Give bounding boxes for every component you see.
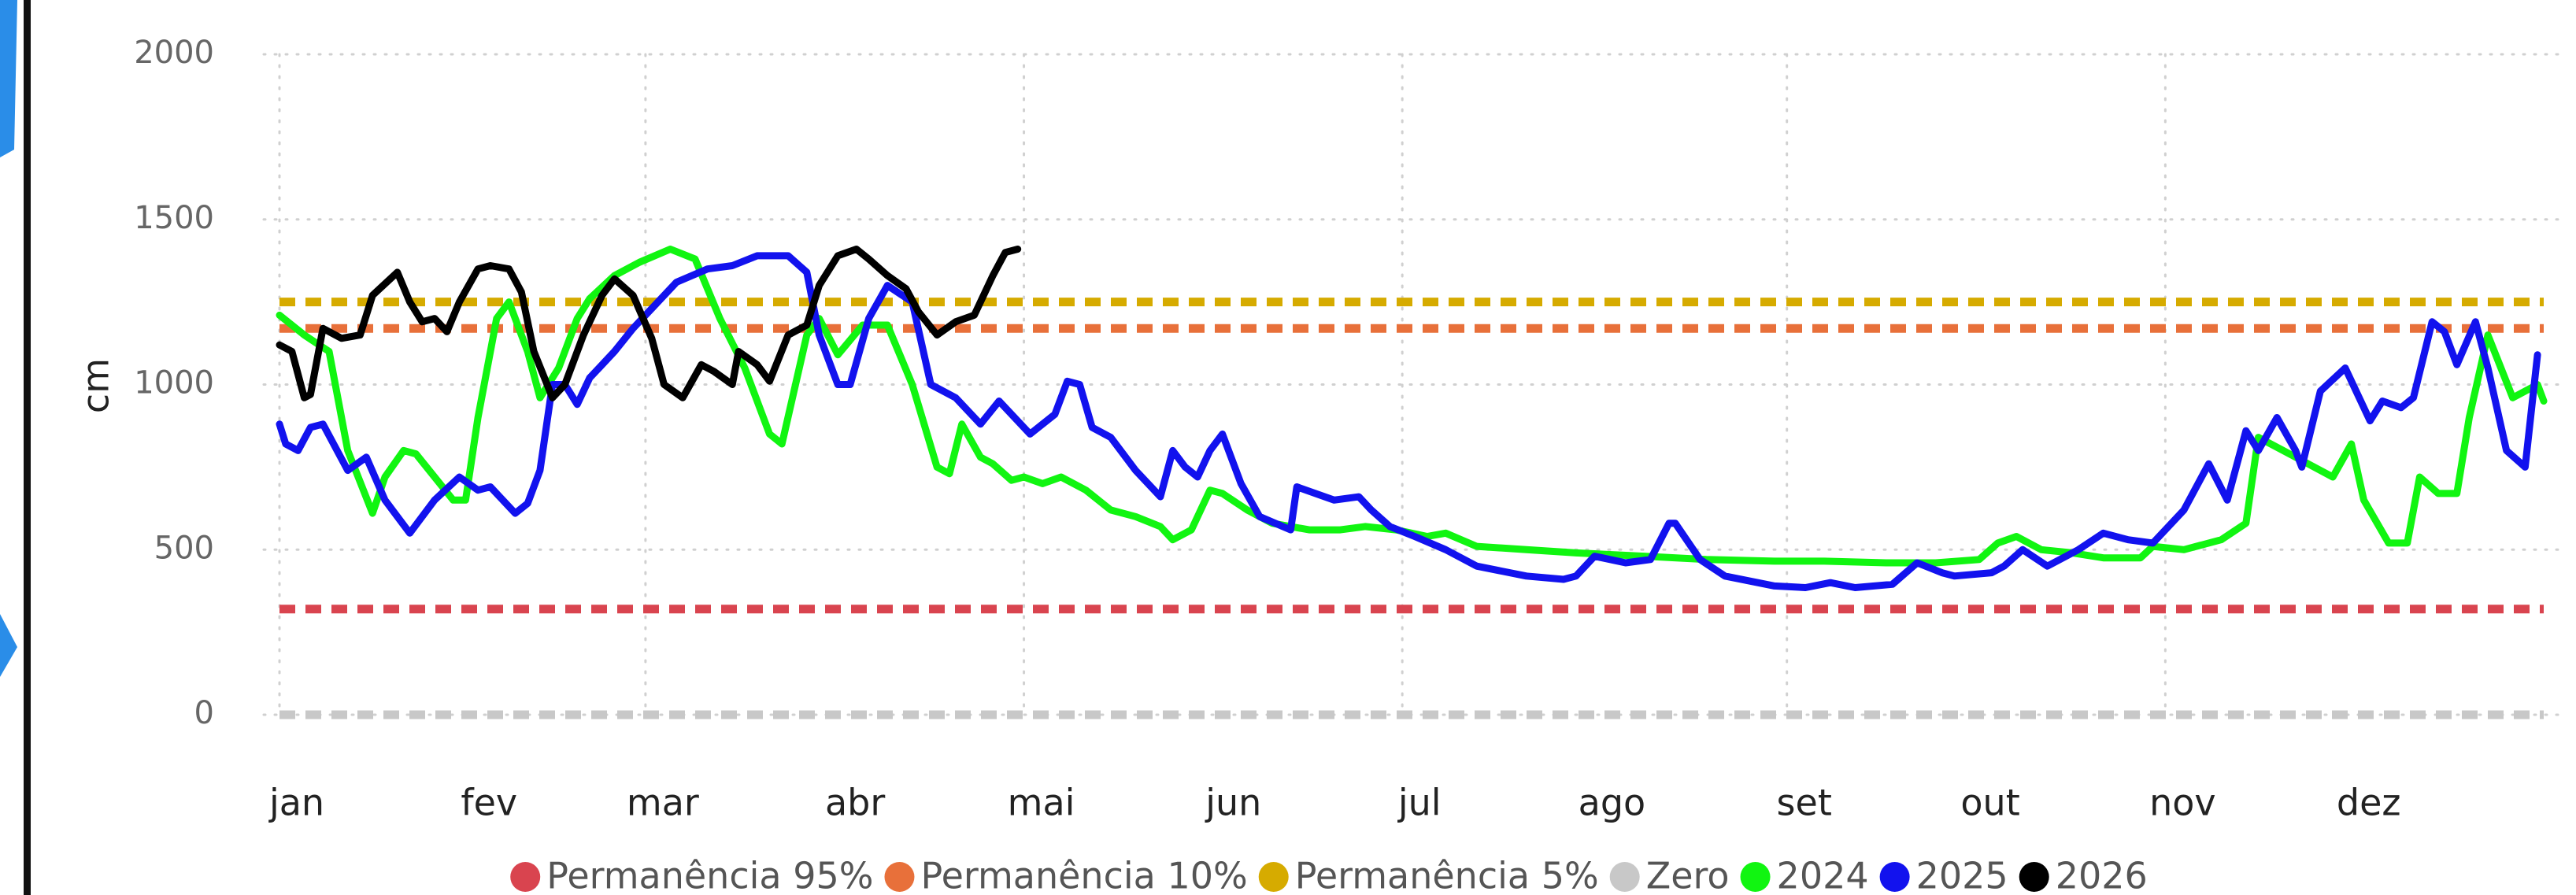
y-tick-label: 500 bbox=[154, 530, 214, 566]
legend-marker bbox=[1258, 862, 1289, 892]
x-tick-label: out bbox=[1960, 782, 2019, 824]
legend-marker bbox=[510, 862, 541, 892]
legend-marker bbox=[1879, 862, 1910, 892]
x-tick-label: mai bbox=[1008, 782, 1075, 824]
legend-label: Permanência 10% bbox=[920, 855, 1247, 895]
y-axis-label: cm bbox=[75, 358, 117, 413]
x-tick-label: dez bbox=[2337, 782, 2401, 824]
legend-marker bbox=[884, 862, 915, 892]
legend-label: Permanência 5% bbox=[1295, 855, 1599, 895]
legend-label: Zero bbox=[1646, 855, 1730, 895]
x-tick-label: jul bbox=[1397, 782, 1442, 824]
x-tick-label: jan bbox=[268, 782, 324, 824]
legend-marker bbox=[2019, 862, 2049, 892]
x-tick-label: nov bbox=[2149, 782, 2216, 824]
x-tick-label: ago bbox=[1579, 782, 1646, 824]
side-shape bbox=[0, 614, 17, 677]
side-bar bbox=[24, 0, 31, 895]
x-tick-label: fev bbox=[461, 782, 517, 824]
legend-label: 2026 bbox=[2056, 855, 2148, 895]
y-tick-label: 0 bbox=[194, 695, 214, 731]
legend-marker bbox=[1740, 862, 1771, 892]
series-line bbox=[276, 252, 2541, 591]
x-tick-label: abr bbox=[825, 782, 885, 824]
x-tick-label: jun bbox=[1205, 782, 1261, 824]
legend-label: 2025 bbox=[1916, 855, 2008, 895]
x-tick-label: mar bbox=[627, 782, 699, 824]
series-line bbox=[276, 246, 1022, 401]
legend-label: Permanência 95% bbox=[546, 855, 873, 895]
y-tick-label: 1500 bbox=[134, 200, 214, 236]
x-tick-label: set bbox=[1777, 782, 1832, 824]
legend-marker bbox=[1609, 862, 1640, 892]
side-shape bbox=[0, 0, 17, 157]
y-tick-label: 1000 bbox=[134, 365, 214, 401]
y-tick-label: 2000 bbox=[134, 35, 214, 71]
legend-label: 2024 bbox=[1777, 855, 1869, 895]
